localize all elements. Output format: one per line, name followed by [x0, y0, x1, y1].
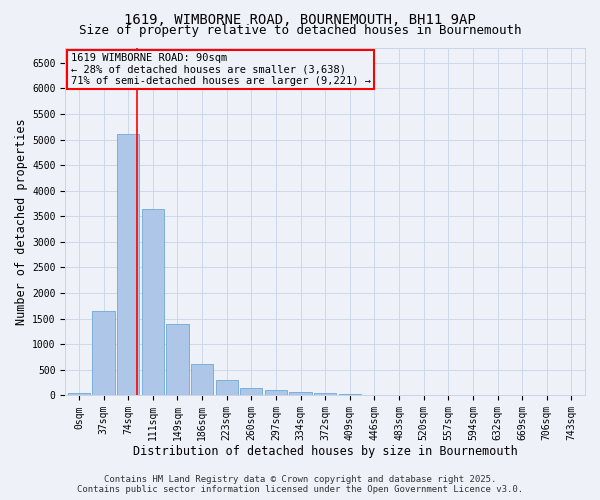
Text: Contains HM Land Registry data © Crown copyright and database right 2025.
Contai: Contains HM Land Registry data © Crown c… — [77, 474, 523, 494]
Bar — [215, 380, 238, 396]
Bar — [240, 388, 262, 396]
Bar — [339, 394, 361, 396]
Text: 1619 WIMBORNE ROAD: 90sqm
← 28% of detached houses are smaller (3,638)
71% of se: 1619 WIMBORNE ROAD: 90sqm ← 28% of detac… — [71, 52, 371, 86]
Bar — [92, 311, 115, 396]
Text: Size of property relative to detached houses in Bournemouth: Size of property relative to detached ho… — [79, 24, 521, 37]
Bar — [117, 134, 139, 396]
Bar — [68, 393, 90, 396]
Bar — [166, 324, 188, 396]
Bar — [314, 394, 336, 396]
Bar — [191, 364, 213, 396]
Text: 1619, WIMBORNE ROAD, BOURNEMOUTH, BH11 9AP: 1619, WIMBORNE ROAD, BOURNEMOUTH, BH11 9… — [124, 12, 476, 26]
Bar — [142, 208, 164, 396]
X-axis label: Distribution of detached houses by size in Bournemouth: Distribution of detached houses by size … — [133, 444, 518, 458]
Bar — [265, 390, 287, 396]
Bar — [289, 392, 311, 396]
Y-axis label: Number of detached properties: Number of detached properties — [15, 118, 28, 324]
